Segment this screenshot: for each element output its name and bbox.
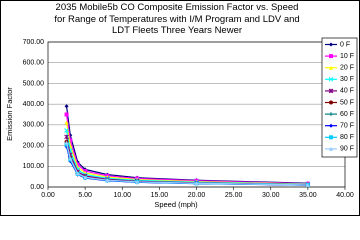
legend-label: 90 F: [340, 146, 354, 153]
x-tick-label: 10.00: [113, 192, 131, 199]
chart-title: 2035 Mobile5b CO Composite Emission Fact…: [54, 2, 300, 36]
marker: [328, 76, 334, 82]
legend-label: 10 F: [340, 53, 354, 60]
x-tick-label: 5.00: [78, 192, 92, 199]
y-tick-label: 500.00: [23, 80, 45, 87]
marker: [329, 42, 333, 47]
y-tick-label: 400.00: [23, 101, 45, 108]
y-tick-label: 100.00: [23, 163, 45, 170]
x-tick-label: 30.00: [262, 192, 280, 199]
marker: [64, 120, 69, 125]
marker: [75, 171, 80, 176]
plot-frame: [47, 41, 346, 188]
marker: [135, 179, 140, 184]
y-tick-label: 300.00: [23, 122, 45, 129]
chart: Speed (mph) Emission Factor 0.00 100.00 20…: [0, 0, 360, 216]
legend-label: 30 F: [340, 76, 354, 83]
marker: [329, 112, 333, 117]
marker: [328, 88, 334, 94]
marker: [68, 156, 73, 161]
marker: [329, 54, 333, 59]
x-axis-label: Speed (mph): [154, 200, 198, 209]
marker: [64, 140, 69, 145]
marker: [194, 181, 199, 186]
marker: [329, 146, 333, 151]
marker: [329, 65, 333, 70]
x-tick-label: 20.00: [188, 192, 206, 199]
y-axis-label: Emission Factor: [5, 87, 14, 141]
legend-label: 20 F: [340, 65, 354, 72]
marker: [64, 134, 69, 140]
marker: [329, 135, 333, 140]
legend-label: 80 F: [340, 134, 354, 141]
legend-label: 40 F: [340, 88, 354, 95]
marker: [105, 178, 110, 183]
y-tick-label: 200.00: [23, 142, 45, 149]
marker: [83, 175, 88, 180]
legend-label: 50 F: [340, 99, 354, 106]
y-tick-label: 0.00: [30, 184, 44, 191]
legend: 0 F 10 F 20 F 30 F 40 F 50 F 60 F 70 F 80 F 90 F: [321, 37, 358, 158]
y-tick-label: 600.00: [23, 60, 45, 67]
marker: [329, 123, 333, 128]
chart-page: Speed (mph) Emission Factor 0.00 100.00 20…: [0, 0, 360, 216]
series-line: [65, 106, 308, 184]
marker: [305, 182, 310, 187]
x-tick-label: 0.00: [41, 192, 55, 199]
marker: [64, 112, 69, 117]
x-tick-label: 35.00: [299, 192, 317, 199]
series-line: [65, 142, 308, 186]
y-tick-label: 700.00: [23, 39, 45, 46]
marker: [64, 128, 69, 133]
series-line: [65, 114, 308, 185]
x-tick-label: 15.00: [151, 192, 169, 199]
marker: [64, 104, 69, 109]
legend-label: 70 F: [340, 123, 354, 130]
marker: [329, 100, 333, 105]
legend-label: 0 F: [340, 41, 350, 48]
legend-label: 60 F: [340, 111, 354, 118]
x-tick-label: 25.00: [225, 192, 243, 199]
x-tick-label: 40.00: [336, 192, 354, 199]
